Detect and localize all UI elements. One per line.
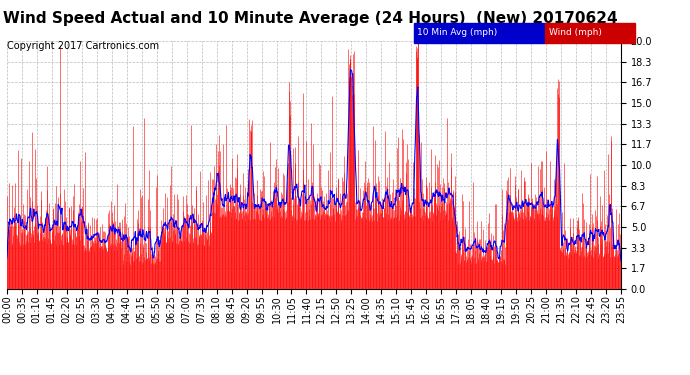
Text: 10 Min Avg (mph): 10 Min Avg (mph) (417, 28, 497, 38)
Text: Wind Speed Actual and 10 Minute Average (24 Hours)  (New) 20170624: Wind Speed Actual and 10 Minute Average … (3, 11, 618, 26)
Text: Wind (mph): Wind (mph) (549, 28, 602, 38)
Text: Copyright 2017 Cartronics.com: Copyright 2017 Cartronics.com (7, 41, 159, 51)
